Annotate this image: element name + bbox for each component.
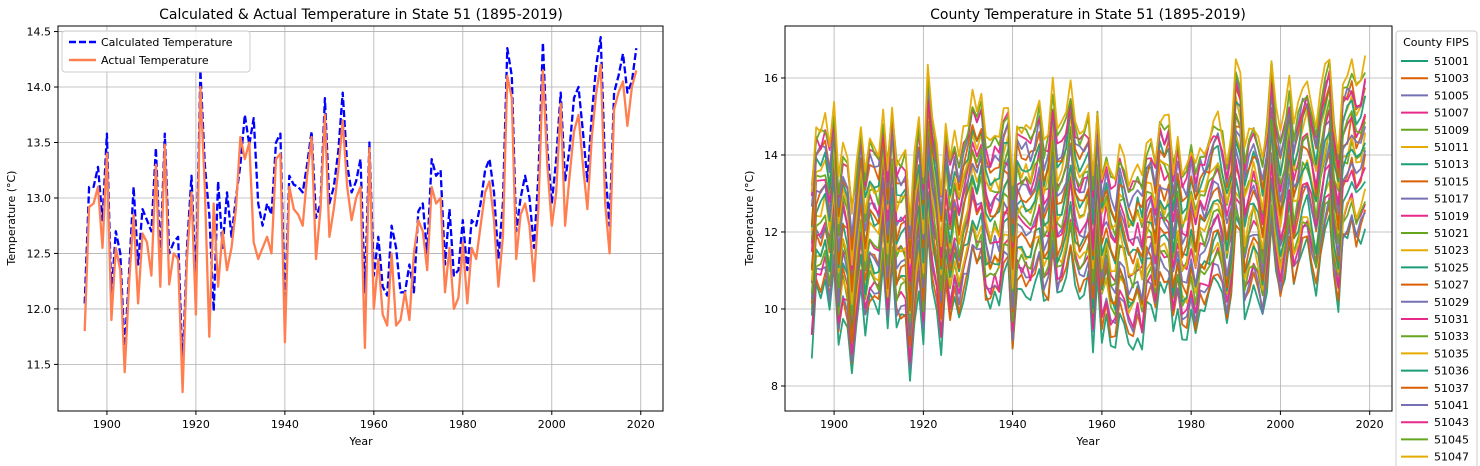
legend-label-51019: 51019 — [1434, 210, 1469, 223]
left-ytick-label: 13.5 — [27, 136, 52, 149]
legend-label-51031: 51031 — [1434, 313, 1469, 326]
legend-label-51023: 51023 — [1434, 244, 1469, 257]
legend-label-51001: 51001 — [1434, 55, 1469, 68]
left-ytick-label: 11.5 — [27, 358, 52, 371]
right-chart-series — [810, 55, 1367, 382]
left-chart-legend: Calculated Temperature Actual Temperatur… — [61, 30, 251, 73]
left-xtick-label: 2020 — [627, 418, 655, 431]
right-xtick-label: 1960 — [1088, 418, 1116, 431]
right-chart-legend: County FIPS 5100151003510055100751009510… — [1395, 30, 1478, 466]
county-line-51047 — [810, 55, 1367, 226]
legend-label-calculated: Calculated Temperature — [101, 36, 233, 49]
left-ytick-label: 12.5 — [27, 247, 52, 260]
right-legend-title: County FIPS — [1403, 36, 1469, 49]
right-chart-xlabel: Year — [1075, 435, 1100, 448]
right-legend-items: 51001 51003 51005 51007 51009 51011 51013 51015… — [1401, 55, 1469, 464]
right-xtick-label: 1980 — [1177, 418, 1205, 431]
right-chart-x-axis: 1900 1920 1940 1960 1980 2000 2020 — [820, 411, 1384, 431]
right-ytick-label: 16 — [764, 72, 778, 85]
left-chart-xlabel: Year — [348, 435, 373, 448]
legend-label-51029: 51029 — [1434, 296, 1469, 309]
left-legend-box — [61, 30, 251, 73]
right-legend-box — [1395, 30, 1478, 466]
county-line-51043 — [810, 70, 1367, 225]
legend-label-51015: 51015 — [1434, 175, 1469, 188]
left-xtick-label: 1960 — [360, 418, 388, 431]
right-xtick-label: 2020 — [1356, 418, 1384, 431]
left-chart-title: Calculated & Actual Temperature in State… — [159, 7, 563, 23]
legend-label-51036: 51036 — [1434, 365, 1469, 378]
left-ytick-label: 12.0 — [27, 303, 52, 316]
right-ytick-label: 12 — [764, 226, 778, 239]
actual-temperature-line — [83, 63, 638, 394]
legend-label-actual: Actual Temperature — [101, 54, 209, 67]
legend-label-51007: 51007 — [1434, 107, 1469, 120]
legend-label-51047: 51047 — [1434, 451, 1469, 464]
legend-label-51035: 51035 — [1434, 347, 1469, 360]
right-chart-ylabel: Temperature (°C) — [743, 171, 756, 267]
left-chart-x-axis: 1900 1920 1940 1960 1980 2000 2020 — [93, 411, 655, 431]
legend-label-51009: 51009 — [1434, 124, 1469, 137]
legend-label-51025: 51025 — [1434, 261, 1469, 274]
right-chart-title: County Temperature in State 51 (1895-201… — [930, 7, 1246, 23]
right-chart: County Temperature in State 51 (1895-201… — [743, 7, 1478, 466]
legend-label-51017: 51017 — [1434, 193, 1469, 206]
left-xtick-label: 1980 — [449, 418, 477, 431]
left-xtick-label: 1920 — [182, 418, 210, 431]
legend-label-51033: 51033 — [1434, 330, 1469, 343]
right-xtick-label: 1940 — [999, 418, 1027, 431]
left-chart-frame — [57, 25, 664, 412]
right-chart-frame — [784, 25, 1393, 412]
legend-label-51037: 51037 — [1434, 382, 1469, 395]
legend-label-51041: 51041 — [1434, 399, 1469, 412]
legend-label-51045: 51045 — [1434, 433, 1469, 446]
left-chart-ylabel: Temperature (°C) — [5, 171, 18, 267]
legend-label-51013: 51013 — [1434, 158, 1469, 171]
legend-label-51021: 51021 — [1434, 227, 1469, 240]
left-xtick-label: 1900 — [93, 418, 121, 431]
right-ytick-label: 8 — [771, 380, 778, 393]
right-xtick-label: 2000 — [1266, 418, 1294, 431]
left-xtick-label: 1940 — [271, 418, 299, 431]
left-ytick-label: 14.5 — [27, 26, 52, 39]
legend-label-51043: 51043 — [1434, 416, 1469, 429]
right-chart-y-axis: 8 10 12 14 16 — [764, 72, 785, 393]
left-xtick-label: 2000 — [538, 418, 566, 431]
left-ytick-label: 13.0 — [27, 192, 52, 205]
left-chart: Calculated & Actual Temperature in State… — [5, 7, 664, 448]
legend-label-51011: 51011 — [1434, 141, 1469, 154]
right-ytick-label: 10 — [764, 303, 778, 316]
county-line-51011 — [810, 180, 1367, 345]
right-xtick-label: 1900 — [820, 418, 848, 431]
left-ytick-label: 14.0 — [27, 81, 52, 94]
left-chart-series — [83, 35, 638, 394]
right-xtick-label: 1920 — [909, 418, 937, 431]
legend-label-51003: 51003 — [1434, 72, 1469, 85]
left-chart-y-axis: 11.5 12.0 12.5 13.0 13.5 14.0 14.5 — [27, 26, 58, 371]
legend-label-51005: 51005 — [1434, 89, 1469, 102]
right-ytick-label: 14 — [764, 149, 778, 162]
legend-label-51027: 51027 — [1434, 279, 1469, 292]
